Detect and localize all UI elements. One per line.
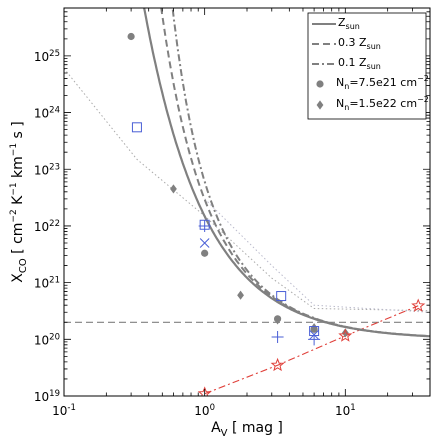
circle-point <box>127 32 135 41</box>
legend-box <box>307 12 427 120</box>
red-star-point <box>411 298 426 312</box>
x-tick-label: 100 <box>194 403 215 418</box>
x-tick-label: 101 <box>335 403 356 418</box>
blue-cross-point <box>309 329 319 340</box>
red-star-point <box>338 328 353 342</box>
y-tick-label: 1021 <box>34 276 60 291</box>
y-tick-label: 1022 <box>34 219 60 234</box>
reference-line-dotted-a <box>64 68 430 312</box>
y-tick-label: 1019 <box>34 389 60 404</box>
x-tick-label: 10-1 <box>52 403 76 418</box>
blue-plus-point <box>198 219 211 232</box>
y-tick-labels: 1019 1020 1021 1022 1023 1024 1025 <box>34 49 60 404</box>
red-star-point <box>270 357 285 372</box>
series-line-z01 <box>171 8 430 338</box>
blue-square-point <box>276 291 287 302</box>
y-tick-label: 1024 <box>34 106 60 121</box>
blue-square-point <box>131 122 142 133</box>
legend: Zsun 0.3 Zsun 0.1 Zsun Nn=7.5e21 cm−2 Nn=1.5… <box>307 12 429 120</box>
reference-line-red-dashdot <box>204 305 419 395</box>
y-axis-label: XCO [ cm−2 K−1 km−1 s ] <box>9 121 29 283</box>
y-tick-label: 1025 <box>34 49 60 64</box>
blue-cross-point <box>199 238 210 248</box>
legend-label: 0.1 Zsun <box>338 56 381 71</box>
legend-label: Nn=7.5e21 cm−2 <box>336 74 429 91</box>
diamond-point <box>170 184 177 194</box>
diamond-point <box>341 328 349 338</box>
plot-area <box>64 8 430 396</box>
diamond-point <box>274 315 281 325</box>
y-tick-label: 1023 <box>34 162 60 177</box>
x-tick-labels: 10-1 100 101 <box>52 403 356 418</box>
circle-point <box>201 249 209 257</box>
legend-swatch-circle <box>316 80 324 88</box>
blue-plus-point <box>271 330 284 343</box>
axis-ticks <box>63 8 431 397</box>
x-axis-label: AV [ mag ] <box>211 420 283 439</box>
legend-swatch-diamond <box>316 100 324 110</box>
legend-label: Nn=1.5e22 cm−2 <box>336 95 429 112</box>
y-tick-label: 1020 <box>34 332 60 347</box>
red-star-point <box>197 386 212 396</box>
tick-marks <box>63 8 431 397</box>
diamond-point <box>237 290 244 300</box>
diamond-point <box>310 323 318 333</box>
legend-label: Zsun <box>338 16 360 31</box>
legend-label: 0.3 Zsun <box>338 36 381 51</box>
